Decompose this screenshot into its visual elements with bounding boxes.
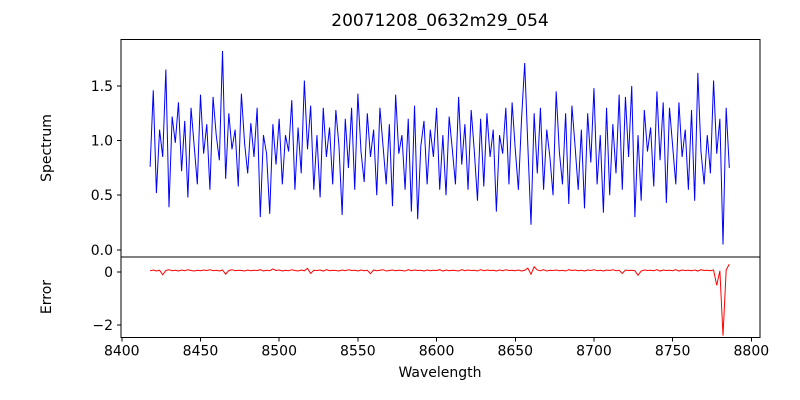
- x-tick-label: 8800: [734, 344, 770, 360]
- error-y-tick-label: −2: [92, 318, 113, 334]
- spectrum-y-tick-label: 0.0: [91, 243, 113, 259]
- spectrum-y-tick-label: 1.0: [91, 133, 113, 149]
- chart-title: 20071208_0632m29_054: [331, 11, 549, 31]
- x-tick-label: 8500: [261, 344, 297, 360]
- x-tick-label: 8600: [419, 344, 455, 360]
- x-tick-label: 8700: [576, 344, 612, 360]
- error-y-tick-label: 0: [104, 265, 113, 281]
- x-tick-label: 8450: [183, 344, 219, 360]
- x-tick-label: 8400: [104, 344, 140, 360]
- x-tick-label: 8650: [497, 344, 533, 360]
- error-line: [149, 263, 730, 336]
- spectrum-line: [149, 50, 730, 245]
- spectrum-y-tick-label: 0.5: [91, 188, 113, 204]
- spectrum-y-tick-label: 1.5: [91, 79, 113, 95]
- x-tick-label: 8550: [340, 344, 376, 360]
- x-axis-label: Wavelength: [398, 365, 482, 381]
- error-axes-spines: [120, 256, 761, 338]
- x-tick-label: 8750: [655, 344, 691, 360]
